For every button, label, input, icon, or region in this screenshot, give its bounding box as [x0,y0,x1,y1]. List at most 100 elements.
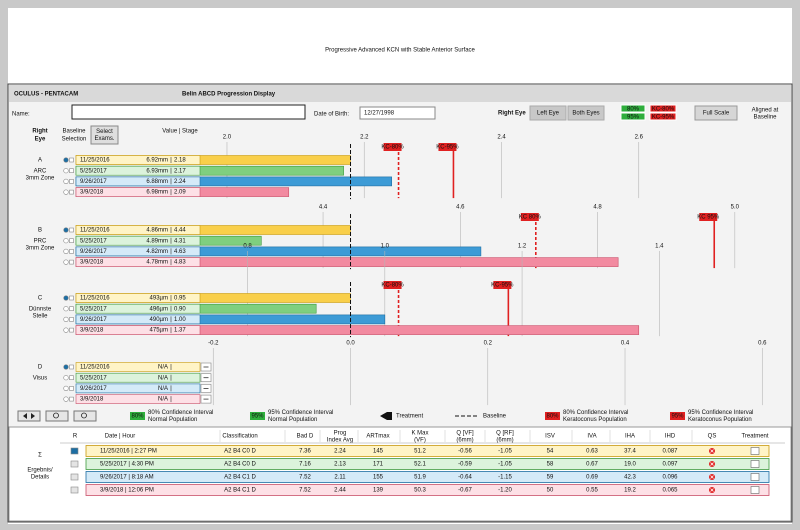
page-title: Progressive Advanced KCN with Stable Ant… [325,48,475,54]
baseline-radio[interactable] [63,248,69,254]
legend-text: Keratoconus Population [688,417,752,423]
row-select[interactable] [70,447,79,455]
app-display: Belin ABCD Progression Display [182,92,276,98]
baseline-radio[interactable] [63,178,69,184]
qs-icon-mark [710,475,714,479]
legend-text: 95% Confidence Interval [268,410,333,416]
baseline-radio[interactable] [63,385,69,392]
name-label: Name: [12,112,30,118]
legend-swatch [130,412,145,420]
exam-checkbox[interactable] [69,295,74,301]
baseline-header: Selection [62,137,87,143]
tick-label: 4.8 [593,205,602,211]
ci-button[interactable] [649,112,677,121]
exam-checkbox[interactable] [69,364,74,370]
exam-checkbox[interactable] [69,238,74,243]
table-cell: 2.13 [334,462,346,468]
baseline-radio[interactable] [63,375,69,381]
row-select[interactable] [70,486,79,494]
table-header: ISV [545,434,555,440]
ci-button[interactable] [649,104,677,113]
dob-field[interactable] [359,106,436,120]
table-cell: 0.087 [662,449,678,455]
zoom-button[interactable] [45,410,69,422]
exam-checkbox[interactable] [69,249,74,254]
row-stage: 0.90 [174,306,186,312]
baseline-radio[interactable] [63,189,69,195]
row-stage: 4.44 [174,228,186,234]
exam-checkbox[interactable] [69,396,74,402]
exam-checkbox[interactable] [69,168,74,173]
name-field[interactable] [71,104,306,120]
table-header: Classification [222,434,257,440]
baseline-radio[interactable] [63,157,69,163]
select-exams-button[interactable] [90,125,119,145]
baseline-radio[interactable] [63,168,69,174]
table-row [85,458,770,470]
row-stage: 2.17 [174,168,186,174]
tick-label: 0.0 [346,341,355,347]
table-cell: 0.67 [586,462,598,468]
ci-button[interactable] [620,112,646,121]
treatment-checkbox[interactable] [750,447,760,455]
table-header: Q [RF] [496,431,514,437]
full-scale-button[interactable] [694,105,738,121]
eye-header: Eye [35,137,46,143]
zoom-button[interactable] [17,410,41,422]
treatment-checkbox[interactable] [750,473,760,481]
treatment-checkbox[interactable] [750,486,760,494]
zoom-button[interactable] [73,410,97,422]
exam-checkbox[interactable] [69,327,74,333]
table-cell: -0.56 [458,449,472,455]
table-cell: A2 B4 C1 D [224,488,256,494]
eye-button[interactable] [529,105,567,121]
exam-checkbox[interactable] [69,317,74,322]
row-select[interactable] [70,460,79,468]
ci-button-label: KC-80% [652,106,675,112]
ci-button[interactable] [620,104,646,113]
baseline-radio[interactable] [63,295,69,301]
exam-checkbox[interactable] [69,227,74,233]
exam-checkbox[interactable] [69,306,74,312]
exam-checkbox[interactable] [69,179,74,184]
exam-checkbox[interactable] [69,375,74,381]
row-stage: 4.31 [174,238,186,244]
row-select[interactable] [70,473,79,481]
baseline-radio[interactable] [63,227,69,233]
row-label-box [75,155,201,165]
aligned-label: Baseline [753,115,777,121]
exam-checkbox[interactable] [69,259,74,265]
table-cell: 5/25/2017 | 4:30 PM [100,462,154,468]
table-cell: -1.05 [498,462,512,468]
results-label: Ergebnis/ [27,468,53,474]
table-header: (6mm) [456,438,473,444]
panel-sublabel: Dünnste [29,307,52,313]
exam-checkbox[interactable] [69,157,74,163]
treatment-checkbox[interactable] [750,460,760,468]
table-header: Bad D [297,434,314,440]
row-value: 6.93mm [146,168,168,174]
eye-button[interactable] [567,105,605,121]
baseline-radio[interactable] [63,306,69,312]
baseline-radio[interactable] [63,259,69,265]
table-cell: -1.15 [498,475,512,481]
row-date: 5/25/2017 [80,306,107,312]
baseline-radio[interactable] [63,396,69,402]
legend-text: 95% Confidence Interval [688,410,753,416]
row-label-box [75,165,201,176]
table-header: IHD [665,434,676,440]
baseline-radio[interactable] [63,327,69,333]
kc-tag [699,213,718,221]
baseline-radio[interactable] [63,364,69,370]
exam-checkbox[interactable] [69,386,74,391]
table-cell: 0.065 [662,488,678,494]
table-header: (VF) [414,438,426,444]
row-label-box [75,246,201,257]
baseline-radio[interactable] [63,316,69,323]
baseline-radio[interactable] [63,238,69,244]
table-cell: 7.52 [299,475,311,481]
table-cell: -1.20 [498,488,512,494]
exam-checkbox[interactable] [69,189,74,195]
table-cell: 37.4 [624,449,636,455]
